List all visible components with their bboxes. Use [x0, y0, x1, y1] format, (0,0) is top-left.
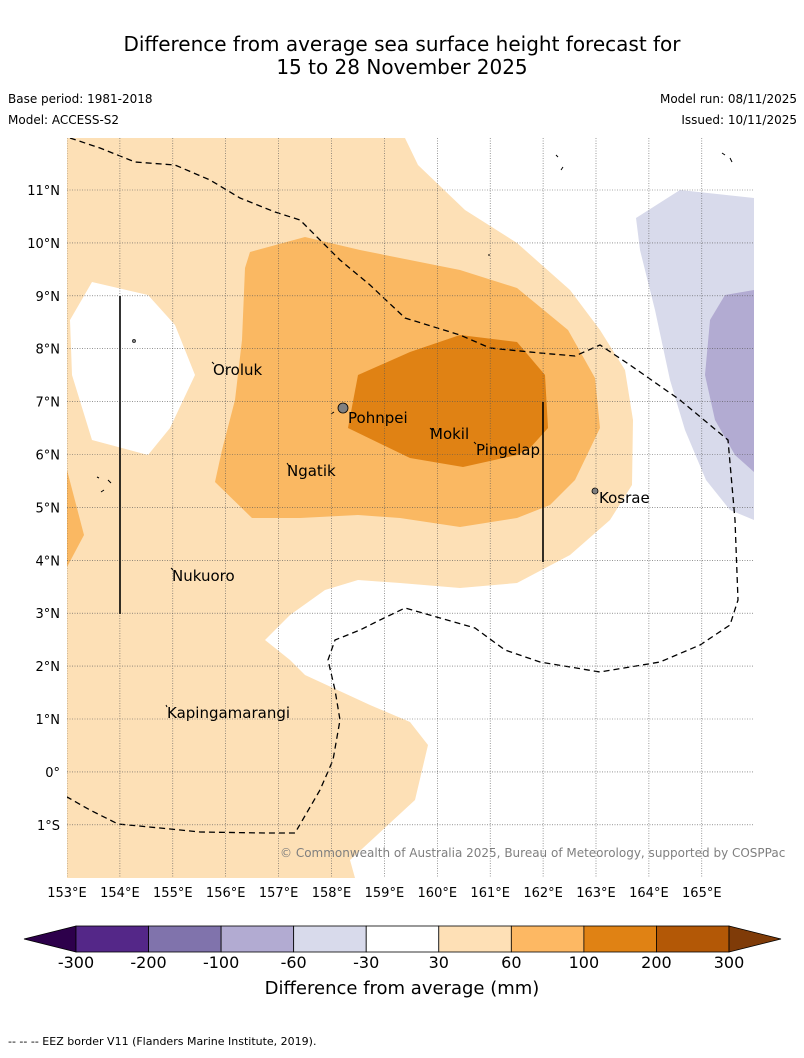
- longitude-label: 162°E: [523, 886, 563, 901]
- latitude-label: 11°N: [27, 184, 60, 199]
- longitude-label: 158°E: [312, 886, 352, 901]
- anomaly-100-200-region: [348, 335, 548, 467]
- colorbar-tick-label: 60: [501, 953, 522, 972]
- longitude-label: 157°E: [259, 886, 299, 901]
- oroluk-reef-shape: [132, 339, 136, 343]
- place-label-nukuoro: Nukuoro: [172, 567, 235, 585]
- place-label-ngatik: Ngatik: [287, 462, 336, 480]
- longitude-label: 159°E: [365, 886, 405, 901]
- latitude-label: 5°N: [36, 501, 61, 516]
- colorbar-cell: [148, 925, 222, 953]
- eez-border-lines: [67, 138, 739, 834]
- latitude-labels: 11°N 10°N 9°N 8°N 7°N 6°N 5°N 4°N 3°N 2°N 1°N 0° 1°S: [27, 184, 60, 834]
- place-label-pohnpei: Pohnpei: [348, 409, 408, 427]
- base-period: Base period: 1981-2018: [8, 92, 153, 106]
- colorbar-over-arrow: [728, 925, 782, 953]
- longitude-label: 155°E: [153, 886, 193, 901]
- latitude-label: 7°N: [36, 396, 61, 411]
- latitude-label: 4°N: [36, 554, 61, 569]
- colorbar-title: Difference from average (mm): [264, 978, 540, 999]
- colorbar-tick-label: -60: [280, 953, 307, 972]
- model-name: Model: ACCESS-S2: [8, 113, 120, 127]
- chart-title-line1: Difference from average sea surface heig…: [123, 32, 681, 56]
- colorbar-tick-label: -100: [202, 953, 240, 972]
- latitude-label: 3°N: [36, 607, 61, 622]
- colorbar-under-arrow: [23, 925, 77, 953]
- latitude-label: 1°N: [36, 713, 61, 728]
- latitude-label: 2°N: [36, 660, 61, 675]
- colorbar-cell: [220, 925, 295, 953]
- colorbar-cell: [365, 925, 440, 953]
- colorbar-tick-label: -200: [130, 953, 167, 972]
- colorbar-cell: [438, 925, 512, 953]
- latitude-label: 6°N: [36, 449, 61, 464]
- longitude-label: 164°E: [629, 886, 669, 901]
- chart-title-line2: 15 to 28 November 2025: [276, 55, 528, 79]
- longitude-label: 154°E: [100, 886, 140, 901]
- colorbar-tick-label: 30: [428, 953, 449, 972]
- anomaly-60-100-edge-region: [67, 470, 84, 567]
- model-run: Model run: 08/11/2025: [659, 92, 797, 106]
- anomaly-neg60-30-region: [636, 190, 754, 520]
- pohnpei-island-shape: [337, 402, 349, 414]
- colorbar-tick-label: -300: [57, 953, 95, 972]
- kosrae-island-shape: [591, 487, 599, 495]
- colorbar-cell: [656, 925, 730, 953]
- colorbar-cell: [583, 925, 657, 953]
- longitude-label: 153°E: [47, 886, 87, 901]
- place-label-kapingamarangi: Kapingamarangi: [167, 704, 290, 722]
- colorbar-cells: [75, 925, 730, 953]
- longitude-label: 160°E: [418, 886, 458, 901]
- longitude-label: 161°E: [470, 886, 510, 901]
- colorbar-tick-label: 300: [713, 953, 745, 972]
- latitude-label: 8°N: [36, 343, 61, 358]
- longitude-label: 165°E: [682, 886, 722, 901]
- colorbar-cell: [293, 925, 367, 953]
- map-area: Oroluk Pohnpei Mokil Pingelap Ngatik Kos…: [67, 138, 754, 878]
- place-label-kosrae: Kosrae: [599, 489, 650, 507]
- copyright-notice: © Commonwealth of Australia 2025, Bureau…: [280, 846, 786, 860]
- colorbar-tick-label: 100: [568, 953, 600, 972]
- latitude-label: 0°: [45, 766, 60, 781]
- latitude-label: 10°N: [27, 237, 60, 252]
- longitude-labels: 153°E 154°E 155°E 156°E 157°E 158°E 159°E 160°E…: [47, 886, 721, 901]
- place-label-pingelap: Pingelap: [476, 441, 540, 459]
- anomaly-neg100-60-region: [705, 290, 754, 472]
- colorbar-cell: [75, 925, 149, 953]
- longitude-label: 156°E: [206, 886, 246, 901]
- colorbar: [23, 925, 782, 953]
- eez-footnote: -- -- -- EEZ border V11 (Flanders Marine…: [8, 1035, 317, 1048]
- colorbar-tick-label: -30: [353, 953, 380, 972]
- colorbar-cell: [510, 925, 585, 953]
- longitude-label: 163°E: [576, 886, 616, 901]
- colorbar-tick-label: 200: [641, 953, 672, 972]
- issued-date: Issued: 10/11/2025: [681, 113, 797, 127]
- place-label-oroluk: Oroluk: [213, 361, 262, 379]
- place-label-mokil: Mokil: [430, 425, 469, 443]
- latitude-label: 9°N: [36, 290, 61, 305]
- latitude-label: 1°S: [37, 819, 60, 834]
